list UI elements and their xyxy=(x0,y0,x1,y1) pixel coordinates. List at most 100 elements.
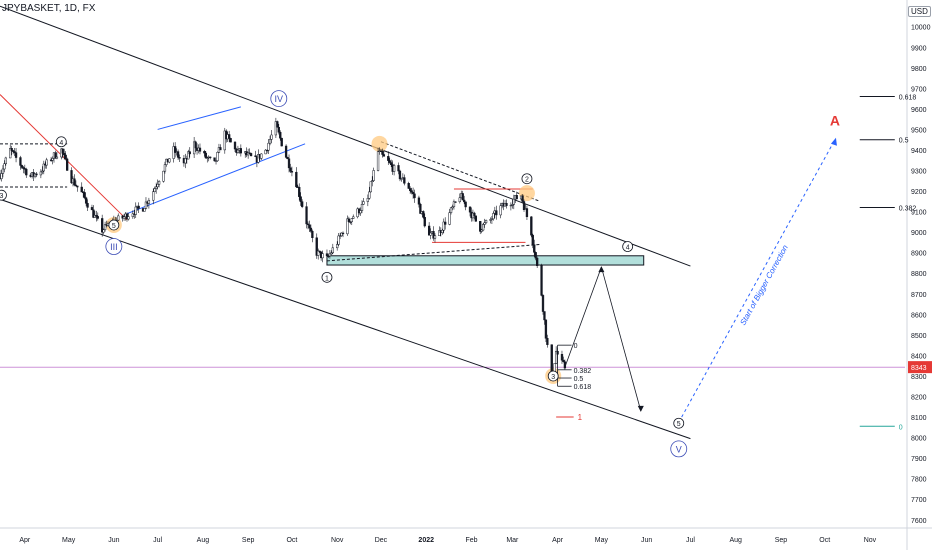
candle-body xyxy=(157,181,161,185)
wave-label-circle xyxy=(321,271,333,283)
candle-body xyxy=(42,163,45,172)
candle-body xyxy=(3,163,6,170)
price-tick-label: 8200 xyxy=(911,395,927,402)
wave-label-text: 2 xyxy=(525,177,529,184)
candle-body xyxy=(427,225,431,236)
candle-body xyxy=(562,359,565,363)
wave-label-text: V xyxy=(676,444,682,454)
candle-body xyxy=(295,171,298,188)
wave-label-circle xyxy=(622,241,634,252)
wave-label-text: 5 xyxy=(677,421,681,428)
candle-body xyxy=(390,162,393,166)
red-level-label: 1 xyxy=(578,413,583,422)
candle-body xyxy=(309,227,313,232)
candle-body xyxy=(51,158,54,161)
candle-body xyxy=(219,147,222,151)
time-tick-label: Aug xyxy=(197,537,210,544)
candle-body xyxy=(301,201,304,207)
price-tick-label: 9400 xyxy=(911,148,927,155)
candle-body xyxy=(381,151,384,155)
candle-body xyxy=(337,235,340,245)
candle-body xyxy=(203,151,206,154)
candle-body xyxy=(308,224,311,229)
candle-body xyxy=(92,209,95,218)
candle-body xyxy=(76,185,79,188)
candle-body xyxy=(45,159,48,166)
price-tick-label: 8400 xyxy=(911,353,927,360)
price-tick-label: 9100 xyxy=(911,210,927,217)
candle-body xyxy=(168,158,171,163)
candle-body xyxy=(346,218,349,235)
bigger-correction-arrowhead xyxy=(830,137,837,146)
candle-body xyxy=(83,192,86,199)
candle-body xyxy=(376,151,380,171)
candle-body xyxy=(499,205,502,216)
candle-body xyxy=(54,152,57,159)
candle-body xyxy=(352,216,355,219)
candle-body xyxy=(522,201,526,210)
candle-body xyxy=(327,255,330,257)
candle-body xyxy=(19,157,22,166)
time-tick-label: Aug xyxy=(729,537,742,544)
candle-body xyxy=(101,218,104,233)
candle-body xyxy=(9,148,12,159)
wave-label-circle xyxy=(670,440,688,458)
candle-body xyxy=(388,160,391,163)
candle-body xyxy=(410,190,413,193)
candle-body xyxy=(461,193,464,201)
candle-body xyxy=(198,147,202,152)
wave-label-circle xyxy=(547,370,559,382)
candle-body xyxy=(534,252,537,259)
candle-body xyxy=(239,148,242,154)
candle-body xyxy=(536,257,539,266)
candle-body xyxy=(328,253,332,257)
candle-body xyxy=(122,216,126,219)
candle-body xyxy=(448,212,451,225)
candle-body xyxy=(382,154,386,157)
candle-body xyxy=(233,141,237,150)
candle-body xyxy=(206,157,209,159)
big-fib-label: 0 xyxy=(899,424,903,431)
candle-body xyxy=(560,354,564,361)
candle-body xyxy=(489,219,492,221)
wave-label-circle xyxy=(270,90,288,108)
candle-body xyxy=(347,218,351,222)
wave-label-text: 1 xyxy=(325,275,329,282)
candle-body xyxy=(1,168,5,174)
time-tick-label: Mar xyxy=(506,537,519,544)
candle-body xyxy=(511,204,514,206)
candle-body xyxy=(419,203,422,214)
time-tick-label: Apr xyxy=(19,537,31,544)
wave-a-label: A xyxy=(830,112,840,128)
candle-body xyxy=(482,224,485,231)
candle-body xyxy=(505,203,508,206)
price-tick-label: 8000 xyxy=(911,436,927,443)
wave-label-text: 4 xyxy=(59,140,63,147)
candle-body xyxy=(213,157,216,162)
candle-body xyxy=(147,199,151,204)
candle-body xyxy=(479,221,482,232)
candle-body xyxy=(90,207,94,211)
candle-body xyxy=(317,250,320,256)
candle-body xyxy=(330,252,333,255)
candle-body xyxy=(64,154,67,160)
candle-body xyxy=(315,237,318,256)
candle-body xyxy=(432,231,435,239)
candle-body xyxy=(464,201,467,208)
candle-body xyxy=(39,171,43,176)
candle-body xyxy=(229,138,232,143)
candle-body xyxy=(371,180,374,182)
currency-badge[interactable]: USD xyxy=(908,6,931,17)
wave-label-circle xyxy=(55,136,67,148)
wave-label-text: IV xyxy=(275,94,284,104)
candle-body xyxy=(403,177,406,184)
candle-body xyxy=(55,156,59,159)
candle-body xyxy=(223,130,226,151)
candle-body xyxy=(284,145,288,158)
big-fib-label: 0.618 xyxy=(899,95,917,102)
wave-label-circle xyxy=(108,219,120,231)
candle-body xyxy=(413,193,416,199)
candle-body xyxy=(492,213,495,220)
candle-body xyxy=(398,170,402,180)
